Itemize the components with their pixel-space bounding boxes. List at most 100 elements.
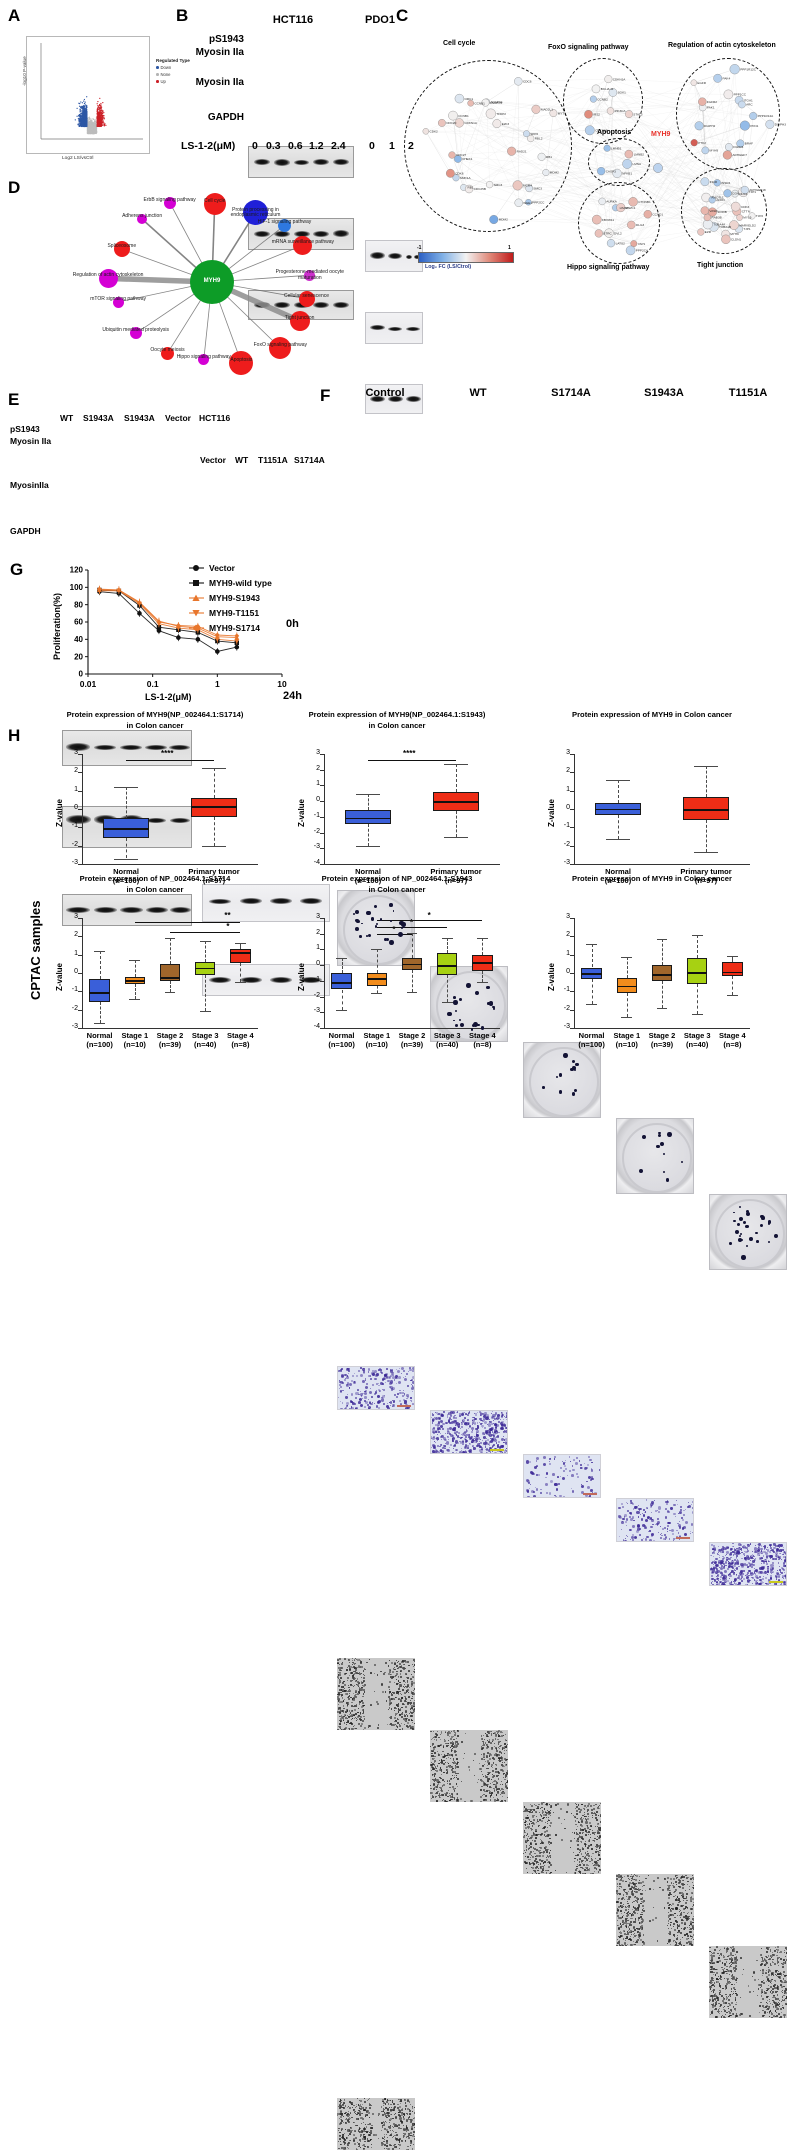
panel-h-significance-bar [170,932,240,933]
panel-h-median-line [437,965,457,967]
panel-h-y-tick [320,1012,324,1013]
panel-h-y-tick [320,864,324,865]
panel-g-legend-label: MYH9-S1714 [209,623,260,633]
colony-dot [366,935,368,937]
colony-dot [563,1053,568,1058]
panel-h-whisker [135,960,136,977]
panel-h-y-tick-label: -3 [546,859,570,866]
panel-h-whisker-cap [586,1004,597,1005]
colony-dot [489,1001,493,1005]
panel-h-y-axis [574,754,575,864]
panel-h-whisker-cap [114,787,138,788]
colony-dot [658,1134,661,1137]
panel-h-whisker-cap [657,1008,668,1009]
panel-h-whisker-cap [586,944,597,945]
panel-h-boxplot: Protein expression of MYH9 in Colon canc… [540,900,756,1052]
colony-dot [729,1242,732,1245]
panel-g-legend-item: MYH9-S1943 [188,590,272,605]
panel-h-whisker-cap [407,992,418,993]
panel-h-y-axis [324,754,325,864]
panel-h-whisker-cap [694,852,718,853]
panel-h-median-line [160,977,180,979]
panel-b-dose-label: LS-1-2(μM) [181,140,235,152]
colony-dot [733,1212,735,1214]
colony-dot [642,1135,646,1139]
panel-h-median-line [191,806,237,808]
volcano-legend-item-none: None [156,72,190,77]
panel-h-plot-subtitle: in Colon cancer [282,885,512,894]
volcano-xlabel: Log2 LS/vsCtrl [62,156,93,161]
panel-h-whisker [618,780,619,803]
panel-f-wound-healing-image [337,2098,415,2150]
panel-h-y-axis-label: Z-value [547,799,556,827]
panel-h-y-tick [78,827,82,828]
panel-h-median-line [595,809,641,811]
panel-h-whisker-cap [727,956,738,957]
panel-h-y-tick [570,754,574,755]
panel-h-median-line [103,828,149,830]
colony-dot [741,1255,745,1259]
colony-dot [398,932,403,937]
panel-h-whisker [592,944,593,968]
panel-h-category-label: Stage 2(n=39) [152,1032,187,1049]
panel-c-cluster-ring-cell-cycle [404,60,572,232]
colony-dot [745,1225,748,1228]
panel-e-right-lane-3: S1714A [294,455,325,465]
panel-h-significance-bar [135,922,241,923]
panel-d-hub-label: MYH9 [190,278,234,285]
panel-h-x-axis [324,1028,500,1029]
panel-h-y-axis-label: Z-value [55,963,64,991]
panel-f-col-header-3: S1943A [620,387,708,399]
panel-e-left-lane-0: WT [60,413,73,423]
panel-h-y-tick [78,754,82,755]
colony-dot [760,1224,763,1227]
panel-h-y-tick-label: 3 [546,749,570,756]
panel-h-y-axis [324,918,325,1028]
colony-dot [401,927,403,929]
panel-d-node-label: Regulation of actin cytoskeleton [72,273,144,279]
panel-h-y-tick-label: -3 [296,1007,320,1014]
panel-h-category-label: Stage 4(n=8) [223,1032,258,1049]
panel-h-whisker [126,787,127,818]
panel-h-y-tick-label: 1 [54,950,78,957]
panel-e-row-label-myosin: MyosinIIa [10,480,49,490]
panel-h-y-tick-label: 3 [296,913,320,920]
panel-f-colony-dish [616,1118,694,1194]
colony-dot [389,940,394,945]
volcano-legend: Regulated Type Down None Up [156,58,190,84]
panel-g-xlabel: LS-1-2(μM) [145,692,192,702]
panel-h-whisker-cap [442,1002,453,1003]
panel-h-whisker [627,993,628,1017]
panel-h-whisker-cap [444,837,468,838]
panel-h-y-tick [320,997,324,998]
panel-h-y-tick [78,936,82,937]
panel-d-node-label: mTOR signaling pathway [82,297,154,303]
colony-dot [559,1090,562,1093]
panel-h-y-tick [78,1028,82,1029]
panel-h-median-line [331,982,351,984]
panel-h-y-tick [320,785,324,786]
panel-h-median-line [195,968,215,970]
panel-e-left-lane-4: HCT116 [199,413,230,423]
panel-h-whisker [214,768,215,798]
panel-g-legend-label: MYH9-T1151 [209,608,259,618]
panel-h-y-tick [570,991,574,992]
panel-g-legend-label: Vector [209,563,235,573]
colony-dot [575,1063,578,1066]
colony-dot [453,1000,457,1004]
panel-h-median-line [125,980,145,982]
panel-h-y-tick [320,770,324,771]
colony-dot [639,1169,643,1173]
panel-h-median-line [652,974,672,976]
panel-h-significance-label: **** [403,749,415,758]
panel-h-category-label: Stage 1(n=10) [359,1032,394,1049]
panel-h-whisker [456,764,457,792]
svg-text:10: 10 [277,679,287,689]
panel-h-whisker [135,984,136,999]
panel-e-left-lane-3: Vector [165,413,191,423]
legend-dot-up-icon [156,80,159,83]
panel-h-boxplot: Protein expression of MYH9(NP_002464.1:S… [48,736,264,888]
panel-h-whisker-cap [694,766,718,767]
panel-h-median-line [472,962,492,964]
